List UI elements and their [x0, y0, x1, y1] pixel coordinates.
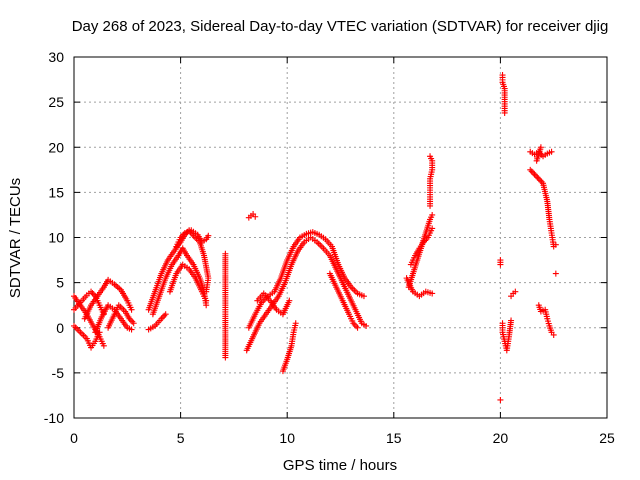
data-points — [71, 72, 559, 403]
data-point — [292, 320, 299, 327]
y-tick-label: 25 — [48, 94, 64, 110]
x-tick-label: 10 — [279, 430, 295, 446]
y-tick-labels: -10 -5 0 5 10 15 20 25 30 — [44, 49, 64, 426]
x-tick-label: 15 — [386, 430, 402, 446]
y-tick-label: 20 — [48, 139, 64, 155]
x-tick-labels: 0 5 10 15 20 25 — [70, 430, 615, 446]
grid-lines — [74, 57, 607, 418]
y-tick-label: -10 — [44, 410, 64, 426]
data-point — [360, 293, 367, 300]
x-tick-label: 0 — [70, 430, 78, 446]
data-point — [537, 177, 544, 184]
data-point — [532, 172, 539, 179]
data-point — [527, 166, 534, 173]
x-tick-label: 25 — [599, 430, 615, 446]
data-point — [100, 342, 107, 349]
data-point — [162, 311, 169, 318]
data-point — [530, 169, 537, 176]
x-axis-title: GPS time / hours — [283, 457, 397, 474]
data-point — [497, 396, 504, 403]
data-point — [531, 171, 538, 178]
y-axis-title: SDTVAR / TECUs — [7, 178, 24, 298]
data-point — [89, 290, 96, 297]
y-tick-label: -5 — [52, 365, 65, 381]
data-point — [534, 174, 541, 181]
x-tick-label: 5 — [177, 430, 185, 446]
data-point — [429, 290, 436, 297]
data-point — [205, 232, 212, 239]
y-tick-label: 30 — [48, 49, 64, 65]
data-point — [129, 318, 136, 325]
x-tick-label: 20 — [493, 430, 509, 446]
data-point — [548, 148, 555, 155]
data-point — [512, 288, 519, 295]
data-point — [552, 241, 559, 248]
data-point — [128, 326, 135, 333]
y-tick-label: 0 — [56, 320, 64, 336]
data-point — [508, 317, 515, 324]
data-point — [550, 331, 557, 338]
data-point — [354, 324, 361, 331]
chart-title: Day 268 of 2023, Sidereal Day-to-day VTE… — [72, 18, 609, 35]
data-point — [363, 322, 370, 329]
y-tick-label: 5 — [56, 275, 64, 291]
data-point — [252, 213, 259, 220]
data-point — [533, 157, 540, 164]
y-tick-label: 10 — [48, 230, 64, 246]
data-point — [528, 168, 535, 175]
data-point — [501, 109, 508, 116]
data-point — [429, 211, 436, 218]
data-point — [429, 225, 436, 232]
data-point — [497, 261, 504, 268]
data-point — [130, 320, 137, 327]
data-point — [203, 297, 210, 304]
data-point — [535, 175, 542, 182]
data-point — [353, 323, 360, 330]
data-point — [427, 153, 434, 160]
y-tick-label: 15 — [48, 184, 64, 200]
data-point — [159, 314, 166, 321]
data-point — [128, 306, 135, 313]
data-point — [222, 354, 229, 361]
data-point — [161, 312, 168, 319]
data-point — [286, 297, 293, 304]
data-point — [100, 311, 107, 318]
data-point — [552, 270, 559, 277]
